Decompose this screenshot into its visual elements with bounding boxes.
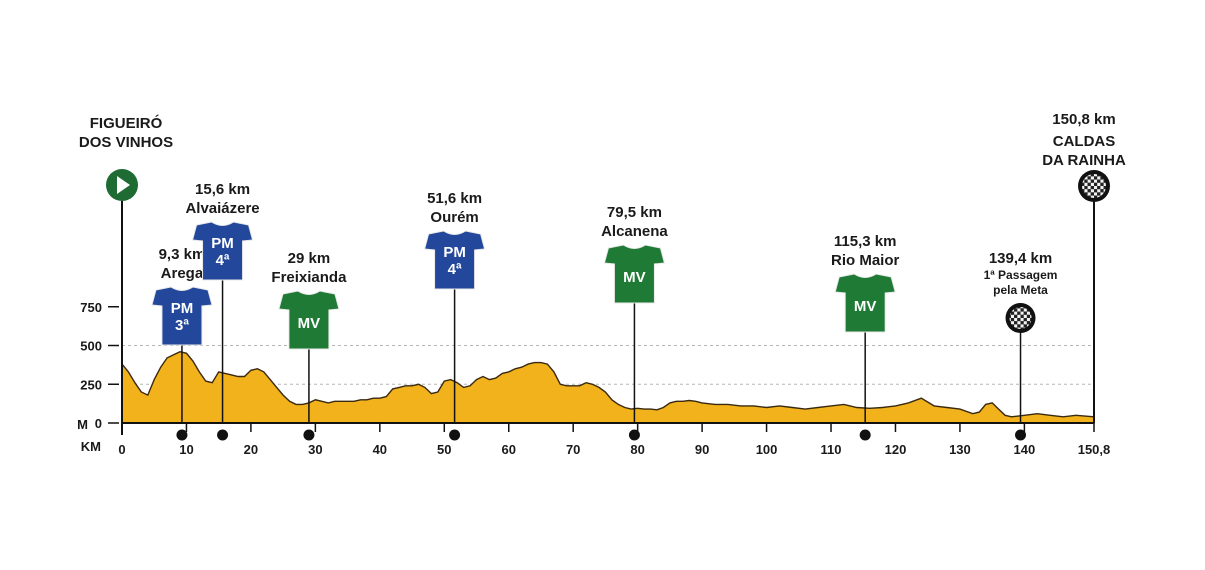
- sprint-jersey-icon: [834, 273, 896, 333]
- marker-dot: [859, 429, 871, 441]
- marker-km: 51,6 km: [427, 190, 482, 207]
- elevation-fill: [122, 351, 1094, 423]
- finish-name: CALDAS: [1053, 133, 1116, 150]
- x-tick-label: 50: [437, 442, 451, 457]
- finish-name: DA RAINHA: [1042, 152, 1126, 169]
- sprint-jersey-icon: [603, 244, 666, 304]
- grid-lines: [122, 345, 1094, 385]
- x-tick-label: 130: [949, 442, 971, 457]
- mountain-jersey-icon: [151, 286, 213, 346]
- marker-place: Rio Maior: [831, 252, 899, 269]
- marker-dot: [628, 429, 640, 441]
- mountain-jersey-icon: [423, 230, 486, 290]
- marker-place: Arega: [161, 265, 204, 282]
- intermediate-finish-flag: [1005, 303, 1036, 333]
- x-tick-label: 0: [118, 442, 125, 457]
- marker-place: pela Meta: [993, 283, 1048, 297]
- mountain-jersey-icon: [191, 221, 254, 281]
- marker-dot: [1015, 429, 1027, 441]
- marker-place: Alcanena: [601, 223, 668, 240]
- elevation-area: [121, 350, 1095, 423]
- x-tick-label: 150,8: [1078, 442, 1111, 457]
- start-name: FIGUEIRÓ: [90, 114, 163, 132]
- marker-km: 139,4 km: [989, 250, 1052, 267]
- marker-km: 9,3 km: [159, 246, 206, 263]
- marker-place: 1ª Passagem: [984, 268, 1058, 282]
- marker-dot: [303, 429, 315, 441]
- sprint-jersey-icon: [278, 290, 340, 350]
- y-axis-label: M: [77, 417, 88, 432]
- jersey-type: MV: [623, 269, 646, 286]
- y-tick-label: 250: [80, 377, 102, 392]
- x-tick-label: 60: [502, 442, 516, 457]
- play-icon: [117, 176, 130, 194]
- marker-dot: [176, 429, 188, 441]
- marker-dot: [217, 429, 229, 441]
- x-tick-label: 80: [630, 442, 644, 457]
- start-name: DOS VINHOS: [79, 134, 173, 151]
- marker-km: 29 km: [288, 250, 331, 267]
- flag-checker: [1082, 174, 1106, 198]
- marker-dot: [449, 429, 461, 441]
- jersey-type: PM: [171, 300, 194, 317]
- x-tick-label: 110: [821, 442, 842, 457]
- jersey-type: MV: [298, 315, 321, 332]
- marker-km: 15,6 km: [195, 181, 250, 198]
- finish-km: 150,8 km: [1052, 111, 1115, 128]
- endpoints: FIGUEIRÓ DOS VINHOS 150,8 km CALDAS DA RAINH…: [79, 111, 1126, 423]
- y-tick-label: 750: [80, 300, 102, 315]
- x-tick-label: 90: [695, 442, 709, 457]
- x-tick-label: 120: [885, 442, 907, 457]
- x-tick-label: 10: [179, 442, 193, 457]
- jersey-type: PM: [443, 244, 466, 261]
- jersey-category: 3ª: [175, 317, 189, 334]
- x-tick-label: 100: [756, 442, 778, 457]
- y-tick-label: 500: [80, 339, 102, 354]
- x-tick-label: 140: [1014, 442, 1036, 457]
- marker-km: 79,5 km: [607, 204, 662, 221]
- jersey-type: MV: [854, 298, 877, 315]
- x-tick-label: 70: [566, 442, 580, 457]
- y-tick-label: 0: [95, 416, 102, 431]
- x-tick-label: 20: [244, 442, 258, 457]
- jersey-category: 4ª: [216, 252, 230, 269]
- marker-place: Freixianda: [271, 269, 347, 286]
- axes: 0 10 20 30 40 50 60 70 80 90 100 110 120 130 140 150,8 0…: [77, 300, 1110, 457]
- marker-km: 115,3 km: [834, 233, 897, 250]
- elevation-line: [121, 350, 1095, 418]
- x-tick-label: 30: [308, 442, 322, 457]
- marker-place: Alvaiázere: [185, 200, 259, 217]
- jersey-category: 4ª: [448, 261, 462, 278]
- marker-place: Ourém: [430, 209, 478, 226]
- x-tick-label: 40: [373, 442, 387, 457]
- finish-flag-icon: [1078, 170, 1110, 202]
- jersey-type: PM: [211, 235, 234, 252]
- x-axis-label: KM: [81, 439, 101, 454]
